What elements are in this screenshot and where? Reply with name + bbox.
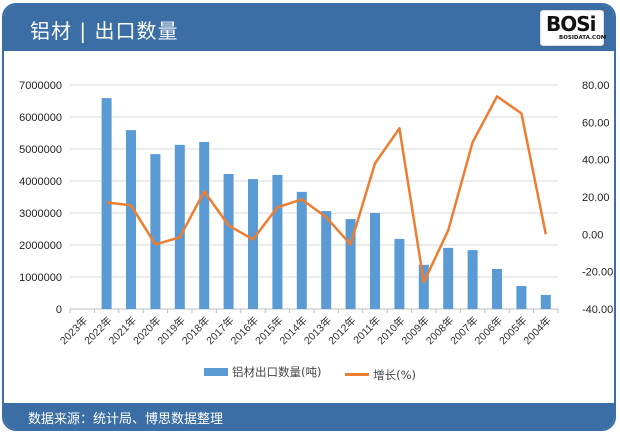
bar (394, 238, 405, 309)
bar (443, 247, 454, 309)
legend: 铝材出口数量(吨) 增长(%) (0, 364, 620, 383)
left-axis-tick: 0 (56, 304, 62, 316)
legend-label-line: 增长(%) (373, 367, 417, 382)
left-axis-tick: 4000000 (19, 176, 62, 188)
bar (223, 173, 234, 309)
x-axis-label: 2004年 (521, 314, 554, 347)
right-axis-tick: 40.00 (582, 155, 610, 167)
bar (272, 174, 283, 309)
bosi-logo: BOSi BOSIDATA.COM (540, 10, 607, 46)
growth-line (106, 95, 548, 284)
left-axis-tick: 7000000 (19, 80, 62, 92)
logo-subtext: BOSIDATA.COM (559, 35, 607, 41)
bar (150, 154, 161, 309)
left-axis-tick: 5000000 (19, 144, 62, 156)
bar (174, 144, 185, 309)
bar (321, 211, 332, 309)
bar (248, 179, 258, 309)
left-axis-tick: 6000000 (19, 112, 62, 124)
right-axis-tick: 20.00 (582, 192, 610, 204)
legend-item-line: 增长(%) (345, 367, 416, 383)
bar (345, 219, 356, 309)
legend-label-bar: 铝材出口数量(吨) (231, 365, 322, 379)
right-axis-tick: -20.00 (582, 267, 613, 279)
bar (296, 191, 307, 309)
data-source: 数据来源：统计局、博思数据整理 (28, 412, 224, 427)
right-axis-tick: -40.00 (582, 304, 613, 316)
logo-mark: BOSi (546, 12, 597, 36)
left-axis-tick: 1000000 (19, 272, 62, 284)
x-axis-label: 2012年 (326, 314, 359, 347)
right-axis-tick: 60.00 (582, 117, 610, 129)
bar (370, 213, 380, 309)
bar (492, 269, 502, 309)
bar-swatch-icon (203, 368, 228, 376)
bar (540, 294, 551, 309)
chart-title: 铝材 | 出口数量 (30, 19, 179, 43)
right-axis-tick: 0.00 (582, 229, 603, 241)
bar (199, 141, 210, 309)
line-swatch-icon (345, 373, 370, 376)
bar (516, 285, 527, 309)
bar (467, 250, 478, 309)
legend-item-bar: 铝材出口数量(吨) (203, 364, 322, 380)
right-axis-tick: 80.00 (582, 80, 610, 92)
left-axis-tick: 2000000 (19, 240, 62, 252)
left-axis-tick: 3000000 (19, 208, 62, 220)
bar (418, 264, 429, 309)
bar (126, 130, 136, 309)
header-bar: 铝材 | 出口数量 BOSi BOSIDATA.COM (4, 5, 614, 51)
footer-bar: 数据来源：统计局、博思数据整理 (4, 403, 614, 429)
